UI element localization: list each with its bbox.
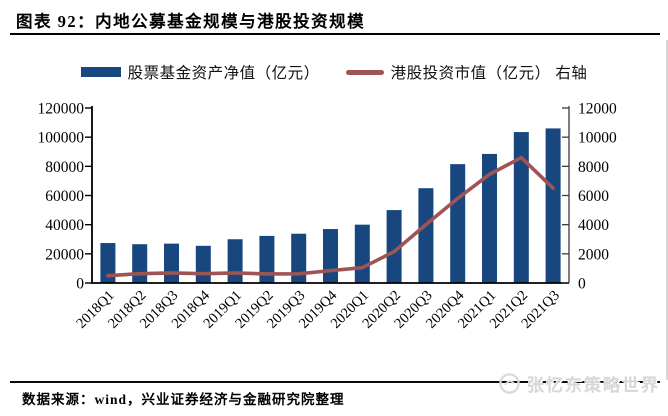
watermark-text: 张忆东策略世界 xyxy=(527,376,660,395)
line-swatch-icon xyxy=(345,69,384,75)
right-axis-tick-label: 8000 xyxy=(578,159,609,176)
bar xyxy=(291,233,307,283)
x-axis-labels: 2018Q12018Q22018Q32018Q42019Q12019Q22019… xyxy=(73,287,563,332)
bar-series xyxy=(100,128,561,283)
left-axis-tick-label: 100000 xyxy=(38,130,85,147)
bar-swatch-icon xyxy=(80,67,121,77)
bar xyxy=(195,245,211,283)
watermark-logo-icon xyxy=(499,373,520,394)
right-axis-tick-label: 12000 xyxy=(578,101,617,118)
bar xyxy=(482,153,497,283)
legend-item-line-series: 港股投资市值（亿元） 右轴 xyxy=(345,61,588,83)
left-axis-tick-label: 80000 xyxy=(45,159,84,176)
legend-item-bar-series: 股票基金资产净值（亿元） xyxy=(80,61,320,83)
bar xyxy=(100,243,116,283)
right-axis-tick-label: 2000 xyxy=(578,246,609,263)
footer-rule xyxy=(10,381,660,383)
panel-right-border xyxy=(666,40,668,380)
watermark: 张忆东策略世界 xyxy=(498,371,660,396)
bar xyxy=(450,164,466,283)
bar xyxy=(164,243,179,283)
right-axis-tick-label: 4000 xyxy=(578,217,609,234)
chart-legend: 股票基金资产净值（亿元） 港股投资市值（亿元） 右轴 xyxy=(0,61,668,83)
bar xyxy=(323,229,338,283)
left-axis-tick-label: 0 xyxy=(76,276,84,293)
left-axis-tick-label: 40000 xyxy=(45,217,84,234)
right-axis-tick-label: 0 xyxy=(578,276,586,293)
line-series xyxy=(106,155,555,278)
left-axis-tick-label: 60000 xyxy=(45,188,84,205)
bar xyxy=(354,224,370,283)
legend-label-line-series: 港股投资市值（亿元） 右轴 xyxy=(390,65,588,82)
right-axis-tick-label: 10000 xyxy=(578,130,617,147)
right-axis-tick-label: 6000 xyxy=(578,188,609,205)
left-axis-tick-label: 20000 xyxy=(45,246,84,263)
axes: 0 20000 40000 60000 80000 100000 120000 0 2000 40… xyxy=(38,101,618,293)
bar xyxy=(386,210,402,283)
bar xyxy=(418,188,434,283)
bar xyxy=(227,239,243,283)
title-underline xyxy=(10,33,660,35)
bar xyxy=(132,244,148,283)
bar xyxy=(513,132,529,283)
left-axis-tick-label: 120000 xyxy=(38,101,85,118)
figure-title: 图表 92：内地公募基金规模与港股投资规模 xyxy=(16,12,366,31)
bar xyxy=(545,128,561,283)
bar xyxy=(259,235,275,283)
legend-label-bar-series: 股票基金资产净值（亿元） xyxy=(127,65,320,82)
data-source: 数据来源：wind，兴业证券经济与金融研究院整理 xyxy=(22,392,345,407)
